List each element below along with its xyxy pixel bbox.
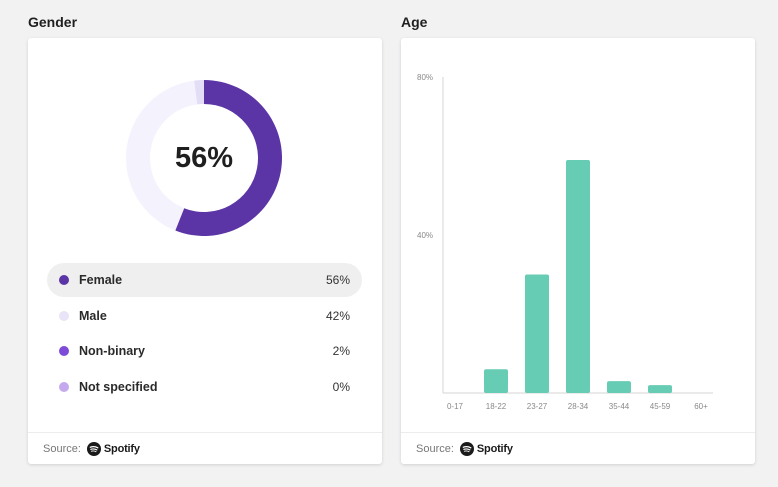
legend-label: Non-binary [79, 344, 145, 358]
age-bar-chart: 40% 80% 0-17 18-22 23-27 28-34 35-44 45-59 60+ [417, 73, 713, 411]
gender-title: Gender [28, 14, 78, 30]
age-title: Age [401, 14, 428, 30]
age-card: 40% 80% 0-17 18-22 23-27 28-34 35-44 45-59 60+ S… [401, 38, 755, 464]
x-tick-label: 28-34 [568, 402, 589, 411]
x-tick-label: 0-17 [447, 402, 464, 411]
x-tick-label: 18-22 [486, 402, 507, 411]
age-bar-28-34[interactable] [566, 159, 590, 393]
y-tick-label: 80% [417, 73, 433, 82]
donut-slice-non-binary[interactable] [194, 80, 204, 105]
gender-card: 56% Female 56% Male 42% Non-binary 2% No… [28, 38, 382, 464]
spotify-link[interactable]: Spotify [459, 441, 513, 456]
spotify-name: Spotify [103, 442, 140, 455]
x-tick-label: 35-44 [609, 402, 630, 411]
age-bar-18-22[interactable] [484, 369, 508, 393]
gender-donut-chart: 56% [126, 80, 282, 236]
gender-source-footer: Source: Spotify [28, 432, 382, 464]
source-label: Source: [416, 442, 454, 455]
age-bar-35-44[interactable] [607, 381, 631, 393]
donut-center-value: 56% [174, 141, 234, 174]
age-bar-45-59[interactable] [648, 385, 672, 393]
legend-item-male[interactable]: Male 42% [47, 299, 362, 333]
legend-dot-not-specified [59, 381, 69, 392]
gender-legend: Female 56% Male 42% Non-binary 2% Not sp… [47, 263, 362, 405]
legend-dot-non-binary [59, 346, 69, 356]
x-tick-label: 45-59 [650, 402, 671, 411]
spotify-icon [86, 441, 101, 456]
legend-dot-male [59, 310, 69, 321]
age-bar-23-27[interactable] [525, 274, 549, 394]
source-label: Source: [43, 442, 81, 455]
legend-value: 42% [325, 308, 350, 323]
donut-slice-female[interactable] [175, 80, 282, 236]
age-source-footer: Source: Spotify [401, 432, 755, 464]
y-tick-label: 40% [417, 231, 433, 240]
legend-item-non-binary[interactable]: Non-binary 2% [47, 334, 362, 368]
legend-value: 56% [325, 273, 350, 287]
legend-item-not-specified[interactable]: Not specified 0% [47, 370, 362, 404]
spotify-link[interactable]: Spotify [86, 441, 140, 456]
x-tick-label: 23-27 [527, 402, 548, 411]
legend-value: 2% [332, 344, 350, 358]
legend-label: Female [79, 273, 123, 287]
legend-item-female[interactable]: Female 56% [47, 263, 362, 297]
donut-svg [126, 80, 282, 236]
legend-label: Male [79, 308, 107, 323]
spotify-name: Spotify [476, 442, 513, 455]
legend-dot-female [59, 275, 69, 285]
legend-label: Not specified [79, 379, 158, 394]
x-tick-label: 60+ [694, 402, 708, 411]
spotify-icon [459, 441, 474, 456]
legend-value: 0% [332, 379, 350, 394]
donut-slice-male[interactable] [126, 80, 198, 231]
